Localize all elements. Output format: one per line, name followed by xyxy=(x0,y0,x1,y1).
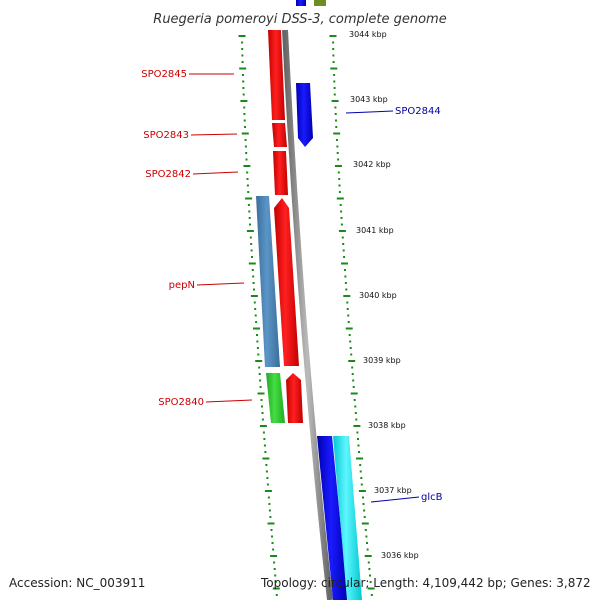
gene-pepn[interactable] xyxy=(274,198,299,366)
leader-line xyxy=(370,496,420,503)
kbp-label: 3044 kbp xyxy=(349,30,387,39)
kbp-label: 3043 kbp xyxy=(350,95,388,104)
leader-line xyxy=(345,110,394,114)
left-gene-labels: SPO2845 SPO2843 SPO2842 pepN SPO2840 xyxy=(141,69,253,408)
gene-spo2840[interactable] xyxy=(286,373,303,423)
genome-stats-text: Topology: circular; Length: 4,109,442 bp… xyxy=(261,576,591,590)
gene-glcb[interactable] xyxy=(317,436,348,600)
right-gene-labels: SPO2844 glcB xyxy=(345,106,443,503)
right-tick-marks xyxy=(329,35,375,596)
gene-top-olive xyxy=(314,0,326,6)
leader-line xyxy=(192,171,239,175)
leader-line xyxy=(205,399,253,403)
gene-spo2845[interactable] xyxy=(268,30,285,120)
map-title: Ruegeria pomeroyi DSS-3, complete genome xyxy=(153,12,446,27)
label-spo2843[interactable]: SPO2843 xyxy=(143,130,189,141)
leader-line xyxy=(190,133,238,136)
kbp-label: 3036 kbp xyxy=(381,551,419,560)
kbp-label: 3038 kbp xyxy=(368,421,406,430)
kbp-label: 3042 kbp xyxy=(353,160,391,169)
kbp-scale: 3044 kbp 3043 kbp 3042 kbp 3041 kbp 3040… xyxy=(349,30,419,560)
gene-cyan[interactable] xyxy=(333,436,362,600)
accession-text: Accession: NC_003911 xyxy=(9,576,146,590)
label-glcb[interactable]: glcB xyxy=(421,492,443,503)
leader-line xyxy=(196,282,245,286)
genome-backbone xyxy=(282,29,333,600)
gene-spo2842[interactable] xyxy=(273,151,288,195)
left-tick-marks xyxy=(238,35,280,596)
gene-green[interactable] xyxy=(266,373,285,423)
label-spo2842[interactable]: SPO2842 xyxy=(145,169,191,180)
label-spo2844[interactable]: SPO2844 xyxy=(395,106,441,117)
label-spo2845[interactable]: SPO2845 xyxy=(141,69,187,80)
kbp-label: 3037 kbp xyxy=(374,486,412,495)
gene-top-blue xyxy=(296,0,306,6)
label-spo2840[interactable]: SPO2840 xyxy=(158,397,204,408)
gene-steelblue[interactable] xyxy=(256,196,280,367)
kbp-label: 3039 kbp xyxy=(363,356,401,365)
gene-spo2843[interactable] xyxy=(272,123,287,147)
label-pepn[interactable]: pepN xyxy=(169,280,195,291)
kbp-label: 3040 kbp xyxy=(359,291,397,300)
kbp-label: 3041 kbp xyxy=(356,226,394,235)
gene-spo2844[interactable] xyxy=(296,83,313,147)
